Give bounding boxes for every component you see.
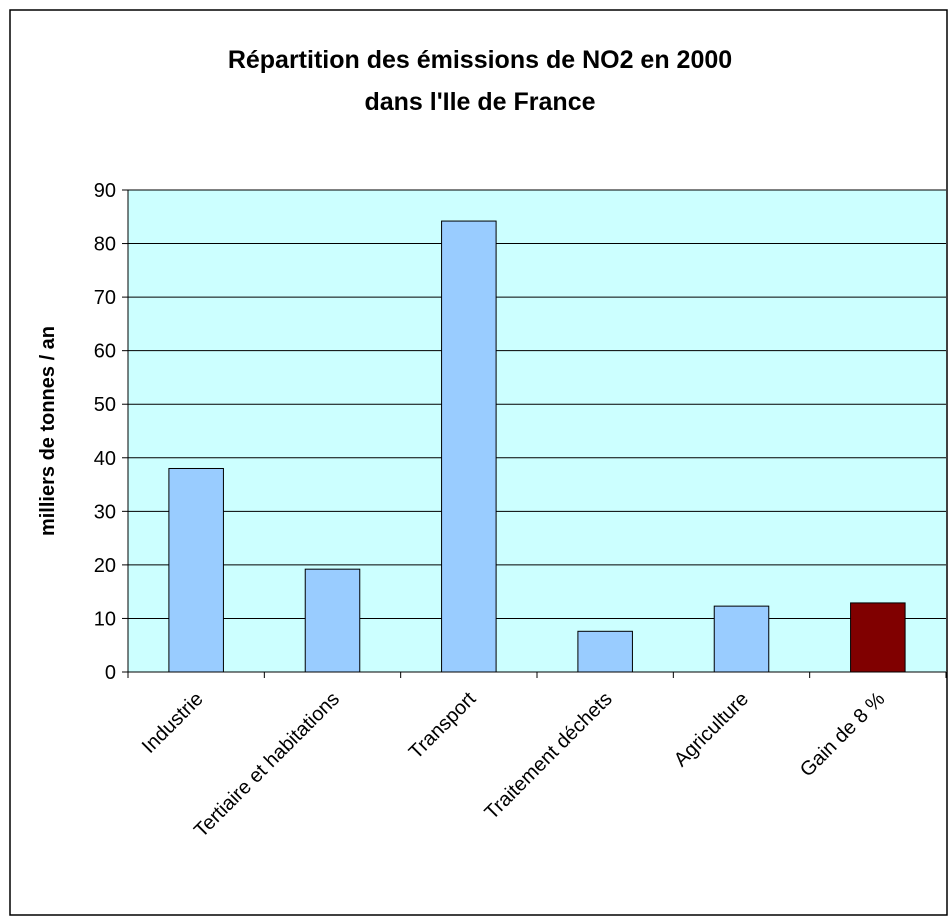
- chart-title: dans l'Ile de France: [364, 88, 595, 116]
- bar: [850, 602, 906, 673]
- bar: [441, 220, 497, 673]
- plot-area: [128, 190, 946, 672]
- y-tick-label: 70: [94, 287, 116, 309]
- y-tick-label: 0: [105, 662, 116, 684]
- y-tick-label: 60: [94, 341, 116, 363]
- bar: [304, 568, 361, 673]
- y-tick-label: 90: [94, 180, 116, 202]
- y-tick-label: 40: [94, 448, 116, 470]
- y-axis-label: milliers de tonnes / an: [37, 326, 59, 536]
- bar: [713, 605, 770, 673]
- y-tick-label: 10: [94, 608, 116, 630]
- chart-title: Répartition des émissions de NO2 en 2000: [228, 46, 732, 74]
- y-tick-label: 30: [94, 501, 116, 523]
- y-tick-label: 80: [94, 234, 116, 256]
- bar: [168, 467, 224, 673]
- y-tick-label: 20: [94, 555, 116, 577]
- y-tick-label: 50: [94, 394, 116, 416]
- bar: [577, 630, 633, 673]
